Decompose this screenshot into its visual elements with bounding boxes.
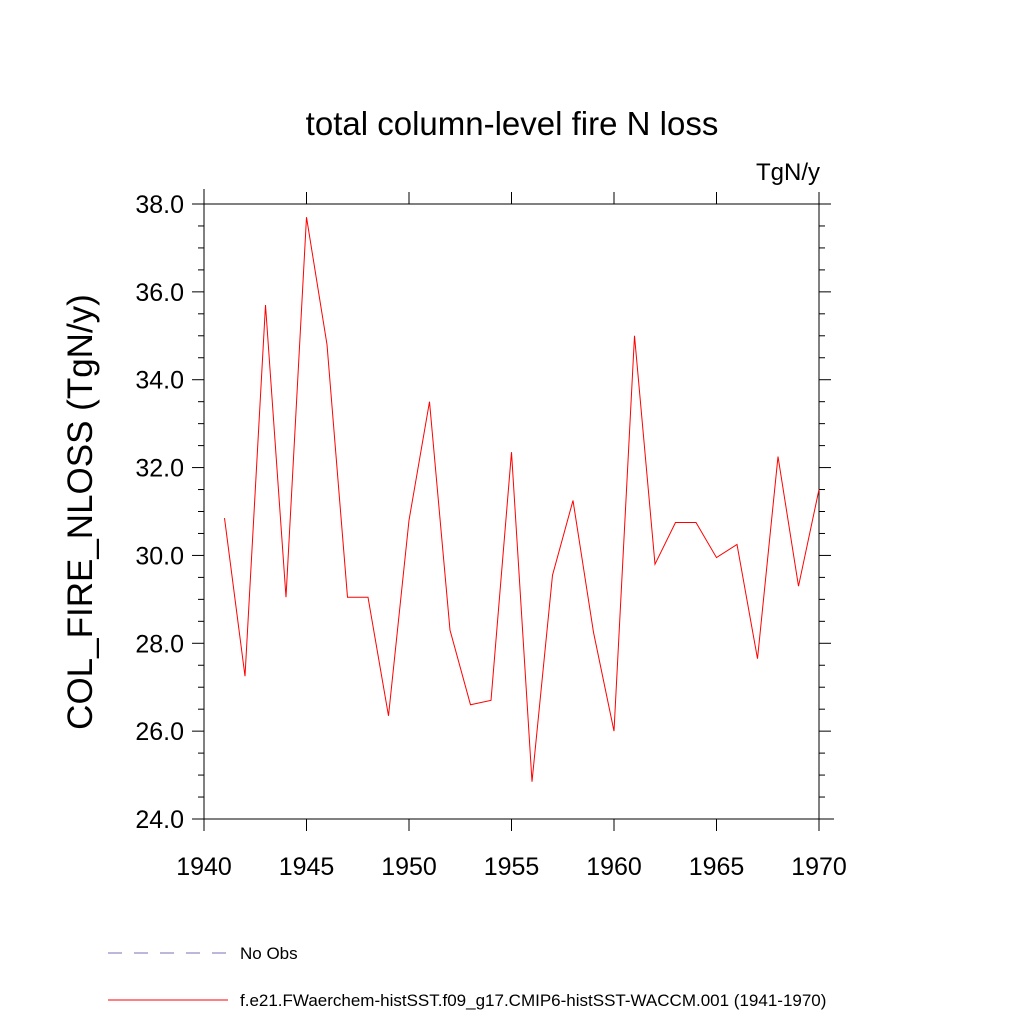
y-tick-label: 28.0 [135, 630, 184, 658]
legend-label: No Obs [240, 944, 298, 963]
x-tick-label: 1960 [586, 853, 642, 881]
legend: No Obs f.e21.FWaerchem-histSST.f09_g17.CM… [108, 944, 826, 1010]
y-tick-label: 32.0 [135, 455, 184, 483]
x-tick-label: 1950 [381, 853, 437, 881]
axes: 24.0 26.0 28.0 30.0 32.0 34.0 36.0 38.0 1940 1945… [135, 189, 847, 881]
series-line [224, 217, 820, 782]
series-group [224, 217, 820, 782]
legend-label: f.e21.FWaerchem-histSST.f09_g17.CMIP6-hi… [240, 991, 826, 1010]
units-label: TgN/y [756, 159, 820, 186]
y-tick-label: 24.0 [135, 806, 184, 834]
x-tick-label: 1965 [689, 853, 745, 881]
x-tick-label: 1940 [176, 853, 232, 881]
y-axis-label: COL_FIRE_NLOSS (TgN/y) [61, 294, 100, 730]
x-tick-label: 1955 [484, 853, 540, 881]
y-tick-label: 30.0 [135, 542, 184, 570]
x-tick-label: 1945 [279, 853, 335, 881]
y-tick-label: 38.0 [135, 191, 184, 219]
y-tick-label: 34.0 [135, 367, 184, 395]
x-tick-label: 1970 [791, 853, 847, 881]
plot-frame [203, 203, 820, 820]
chart-title: total column-level fire N loss [306, 105, 719, 142]
y-tick-label: 26.0 [135, 718, 184, 746]
y-tick-label: 36.0 [135, 279, 184, 307]
